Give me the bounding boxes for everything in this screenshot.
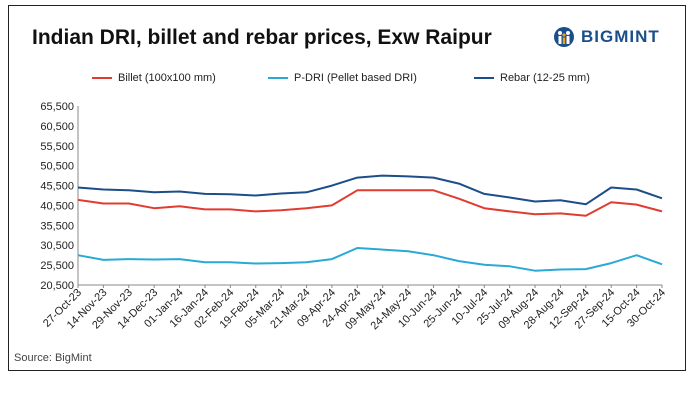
legend-swatch-pdri [268, 77, 288, 79]
y-tick-label: 55,500 [40, 141, 74, 153]
y-tick-label: 30,500 [40, 240, 74, 252]
y-tick-label: 25,500 [40, 260, 74, 272]
series-line-billet [77, 189, 663, 217]
legend-swatch-rebar [474, 77, 494, 79]
legend-item-pdri: P-DRI (Pellet based DRI) [268, 72, 417, 84]
series-line-pdri [77, 247, 663, 272]
legend-label-billet: Billet (100x100 mm) [118, 72, 216, 84]
source-note: Source: BigMint [14, 352, 92, 364]
y-tick-label: 65,500 [40, 101, 74, 113]
y-tick-label: 40,500 [40, 200, 74, 212]
bigmint-logo-icon [554, 27, 574, 47]
y-tick-label: 60,500 [40, 121, 74, 133]
y-tick-label: 50,500 [40, 161, 74, 173]
y-tick-label: 45,500 [40, 181, 74, 193]
chart-title: Indian DRI, billet and rebar prices, Exw… [32, 26, 492, 49]
chart-frame [8, 5, 686, 371]
series-line-rebar [77, 174, 663, 206]
chart-legend: Billet (100x100 mm) P-DRI (Pellet based … [0, 72, 696, 88]
legend-label-rebar: Rebar (12-25 mm) [500, 72, 590, 84]
legend-swatch-billet [92, 77, 112, 79]
y-tick-label: 20,500 [40, 280, 74, 292]
bigmint-logo: BIGMINT [553, 26, 660, 48]
bigmint-logo-text: BIGMINT [581, 27, 660, 46]
y-tick-label: 35,500 [40, 220, 74, 232]
legend-item-billet: Billet (100x100 mm) [92, 72, 216, 84]
legend-label-pdri: P-DRI (Pellet based DRI) [294, 72, 417, 84]
legend-item-rebar: Rebar (12-25 mm) [474, 72, 590, 84]
